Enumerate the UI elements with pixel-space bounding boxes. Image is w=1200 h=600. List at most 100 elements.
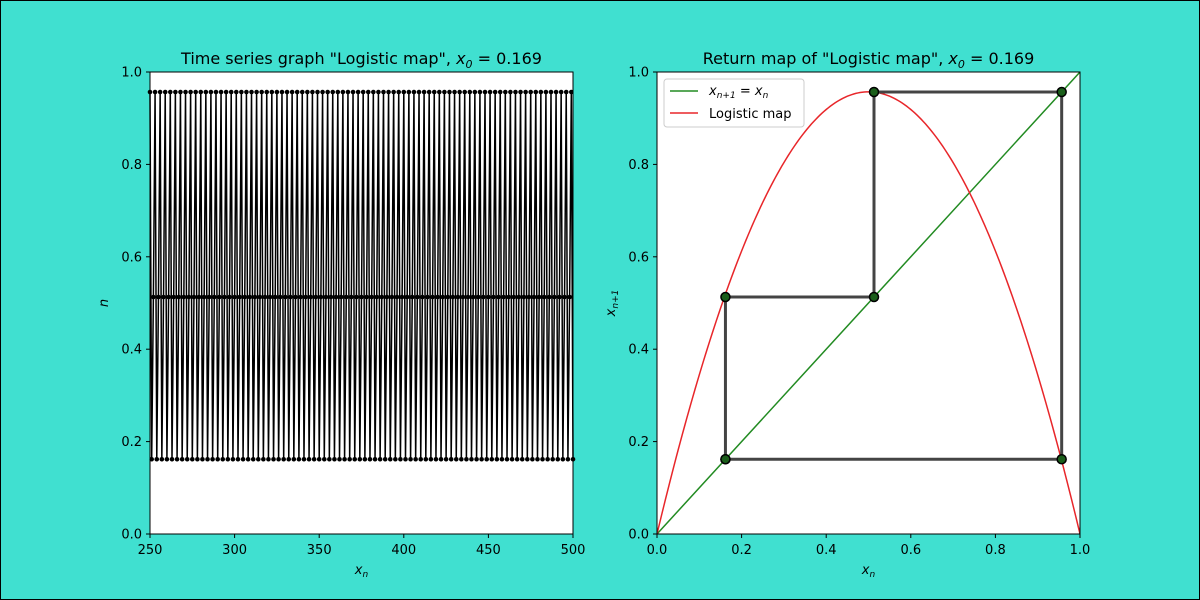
time-series-point [354, 294, 359, 300]
time-series-point [276, 456, 281, 462]
time-series-point [164, 456, 170, 462]
time-series-point [220, 456, 226, 462]
time-series-point [181, 294, 187, 300]
time-series-point [333, 294, 339, 300]
time-series-point [277, 294, 283, 300]
time-series-point [475, 294, 481, 300]
time-series-point [264, 89, 270, 95]
time-series-point [337, 456, 342, 462]
time-series-point [184, 456, 190, 462]
time-series-point [435, 294, 440, 300]
time-series-point [359, 294, 364, 300]
time-series-point [437, 89, 442, 95]
time-series-point [271, 456, 276, 462]
time-series-point [487, 89, 493, 95]
time-series-point [230, 456, 236, 462]
y-tick-label: 1.0 [628, 66, 649, 81]
time-series-point [440, 294, 446, 300]
time-series-point [186, 294, 192, 300]
time-series-point [217, 294, 222, 300]
time-series-point [472, 89, 478, 95]
time-series-point [543, 89, 549, 95]
time-series-point [389, 294, 395, 300]
time-series-point [183, 89, 188, 95]
time-series-point [453, 456, 459, 462]
time-series-point [250, 456, 256, 462]
time-series-point [416, 89, 422, 95]
time-series-point [288, 294, 293, 300]
time-series-point [369, 294, 374, 300]
time-series-point [430, 294, 435, 300]
time-series-point [349, 294, 354, 300]
time-series-point [284, 89, 290, 95]
cobweb-point [1056, 86, 1067, 98]
time-series-point [212, 294, 217, 300]
time-series-point [491, 294, 496, 300]
time-series-point [327, 456, 332, 462]
time-series-point [497, 89, 503, 95]
time-series-point [433, 456, 439, 462]
time-series-point [365, 89, 371, 95]
time-series-point [240, 456, 246, 462]
time-series-point [481, 294, 486, 300]
logistic-map-curve [657, 91, 1080, 534]
y-tick-label: 0.6 [628, 250, 649, 265]
cobweb-point [720, 454, 731, 465]
time-series-point [315, 89, 320, 95]
time-series-point [257, 294, 263, 300]
time-series-point [330, 89, 336, 95]
time-series-point [403, 456, 408, 462]
time-series-point [509, 456, 515, 462]
time-series-point [200, 456, 205, 462]
time-series-point [563, 89, 569, 95]
time-series-point [157, 89, 163, 95]
time-series-point [357, 456, 363, 462]
time-series-point [450, 294, 456, 300]
time-series-point [384, 294, 390, 300]
time-series-point [362, 456, 368, 462]
time-series-point [530, 456, 535, 462]
x-tick-label: 350 [307, 543, 332, 558]
x-tick-label: 0.0 [647, 543, 668, 558]
time-series-point [190, 456, 195, 462]
time-series-point [442, 89, 447, 95]
time-series-point [486, 294, 491, 300]
time-series-point [460, 294, 466, 300]
time-series-point [536, 294, 542, 300]
time-series-point [404, 294, 410, 300]
time-series-point [364, 294, 369, 300]
time-series-point [173, 89, 178, 95]
time-series-point [467, 89, 473, 95]
time-series-point [161, 294, 166, 300]
time-series-point [415, 294, 420, 300]
time-series-point [233, 89, 239, 95]
cobweb-point [868, 291, 880, 303]
time-series-point [393, 456, 398, 462]
time-series-point [198, 89, 204, 95]
return-map-series [657, 72, 1080, 534]
time-series-point [294, 89, 300, 95]
time-series-point [320, 89, 325, 95]
time-series-point [548, 89, 554, 95]
time-series-point [409, 294, 415, 300]
time-series-point [154, 456, 160, 462]
legend-box [663, 78, 805, 128]
y-tick-label: 0.4 [121, 343, 142, 358]
time-series-point [519, 456, 525, 462]
time-series-point [255, 456, 261, 462]
return-map-legend: xn+1 = xn Logistic map [663, 78, 805, 128]
time-series-point [457, 89, 462, 95]
time-series-point [447, 89, 452, 95]
time-series-point [553, 89, 559, 95]
time-series-point [443, 456, 449, 462]
time-series-point [325, 89, 330, 95]
time-series-x-ticks: 250 300 350 400 450 500 [138, 534, 585, 558]
time-series-point [360, 89, 366, 95]
time-series-point [328, 294, 334, 300]
time-series-point [540, 456, 545, 462]
time-series-point [550, 456, 555, 462]
time-series-point [398, 456, 403, 462]
time-series-point [394, 294, 400, 300]
time-series-point [555, 456, 561, 462]
time-series-point [228, 89, 234, 95]
